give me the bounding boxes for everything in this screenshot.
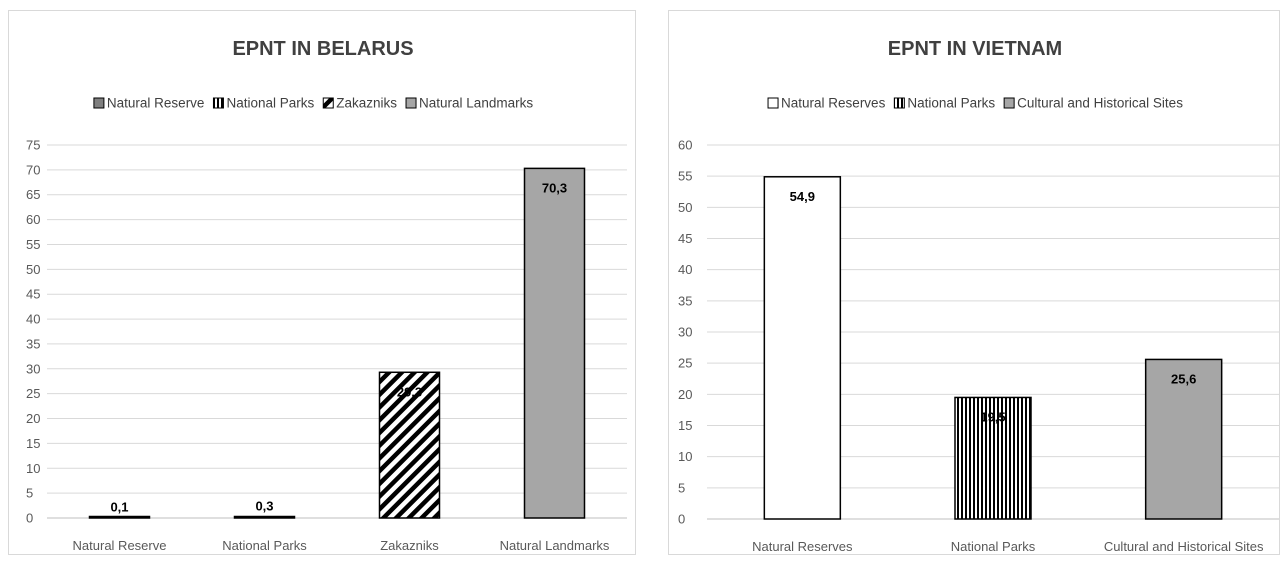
y-tick-55: 55 xyxy=(26,237,40,252)
y-tick-40: 40 xyxy=(678,262,692,277)
data-label-natural-reserves: 54,9 xyxy=(790,189,815,204)
y-tick-70: 70 xyxy=(26,162,40,177)
y-tick-10: 10 xyxy=(678,449,692,464)
legend-swatch-natural-reserves xyxy=(767,97,779,109)
legend-swatch-cultural-and-historical-sites xyxy=(1003,97,1015,109)
data-label-natural-reserve: 0,1 xyxy=(110,500,128,515)
x-tick-national-parks: National Parks xyxy=(951,539,1036,554)
y-tick-25: 25 xyxy=(26,386,40,401)
x-tick-natural-reserves: Natural Reserves xyxy=(752,539,853,554)
bar-zakazniks xyxy=(378,371,441,519)
y-tick-35: 35 xyxy=(26,336,40,351)
legend-item-zakazniks: Zakazniks xyxy=(322,96,397,111)
legend-swatch-natural-landmarks xyxy=(405,97,417,109)
y-tick-0: 0 xyxy=(26,511,33,526)
legend: Natural Reserves National Parks Cultural a… xyxy=(767,96,1183,111)
y-tick-50: 50 xyxy=(26,262,40,277)
legend-item-cultural-and-historical-sites: Cultural and Historical Sites xyxy=(1003,96,1183,111)
chart-title: EPNT IN BELARUS xyxy=(232,38,413,60)
legend-label-natural-reserve: Natural Reserve xyxy=(107,96,205,111)
bar-cultural-and-historical-sites xyxy=(1144,358,1223,520)
y-tick-60: 60 xyxy=(678,138,692,153)
y-tick-10: 10 xyxy=(26,461,40,476)
legend-item-natural-reserve: Natural Reserve xyxy=(93,96,205,111)
chart-vietnam-svg: EPNT IN VIETNAM Natural Reserves National … xyxy=(678,38,1279,554)
legend-swatch-zakazniks xyxy=(322,97,334,109)
legend-label-natural-landmarks: Natural Landmarks xyxy=(419,96,533,111)
legend-item-national-parks: National Parks xyxy=(893,96,995,111)
x-tick-natural-reserve: Natural Reserve xyxy=(73,538,167,553)
y-tick-25: 25 xyxy=(678,356,692,371)
y-tick-40: 40 xyxy=(26,312,40,327)
bar-national-parks xyxy=(954,396,1032,520)
data-label-zakazniks: 29,3 xyxy=(397,384,422,399)
data-label-cultural-and-historical-sites: 25,6 xyxy=(1171,371,1196,386)
legend-item-natural-reserves: Natural Reserves xyxy=(767,96,886,111)
x-tick-national-parks: National Parks xyxy=(222,538,307,553)
bar-natural-reserves xyxy=(763,176,842,520)
x-tick-zakazniks: Zakazniks xyxy=(380,538,439,553)
legend-label-natural-reserves: Natural Reserves xyxy=(781,96,886,111)
bar-natural-reserve xyxy=(88,515,151,519)
chart-title: EPNT IN VIETNAM xyxy=(888,38,1062,60)
data-label-national-parks: 19,5 xyxy=(980,409,1005,424)
legend-label-cultural-and-historical-sites: Cultural and Historical Sites xyxy=(1017,96,1183,111)
bar-natural-landmarks xyxy=(523,167,586,519)
legend-swatch-national-parks xyxy=(893,97,905,109)
y-tick-60: 60 xyxy=(26,212,40,227)
data-label-national-parks: 0,3 xyxy=(255,499,273,514)
y-tick-5: 5 xyxy=(26,486,33,501)
y-tick-45: 45 xyxy=(26,287,40,302)
bar-national-parks xyxy=(233,515,296,519)
legend-label-national-parks: National Parks xyxy=(907,96,995,111)
y-tick-20: 20 xyxy=(26,411,40,426)
y-tick-35: 35 xyxy=(678,293,692,308)
chart-belarus: EPNT IN BELARUS Natural Reserve National P… xyxy=(8,10,636,555)
y-tick-65: 65 xyxy=(26,187,40,202)
legend: Natural Reserve National Parks Zakazniks Na… xyxy=(93,96,533,111)
y-tick-5: 5 xyxy=(678,480,685,495)
y-tick-0: 0 xyxy=(678,512,685,527)
y-tick-45: 45 xyxy=(678,231,692,246)
legend-swatch-national-parks xyxy=(212,97,224,109)
y-tick-75: 75 xyxy=(26,138,40,153)
chart-belarus-svg: EPNT IN BELARUS Natural Reserve National P… xyxy=(26,38,627,553)
y-tick-15: 15 xyxy=(26,436,40,451)
y-tick-20: 20 xyxy=(678,387,692,402)
x-tick-cultural-and-historical-sites: Cultural and Historical Sites xyxy=(1104,539,1264,554)
x-tick-natural-landmarks: Natural Landmarks xyxy=(500,538,610,553)
y-tick-50: 50 xyxy=(678,200,692,215)
legend-item-natural-landmarks: Natural Landmarks xyxy=(405,96,533,111)
legend-label-national-parks: National Parks xyxy=(226,96,314,111)
legend-label-zakazniks: Zakazniks xyxy=(336,96,397,111)
y-tick-15: 15 xyxy=(678,418,692,433)
legend-item-national-parks: National Parks xyxy=(212,96,314,111)
chart-vietnam: EPNT IN VIETNAM Natural Reserves National … xyxy=(668,10,1280,555)
y-tick-30: 30 xyxy=(26,361,40,376)
data-label-natural-landmarks: 70,3 xyxy=(542,180,567,195)
y-tick-30: 30 xyxy=(678,325,692,340)
y-tick-55: 55 xyxy=(678,169,692,184)
legend-swatch-natural-reserve xyxy=(93,97,105,109)
